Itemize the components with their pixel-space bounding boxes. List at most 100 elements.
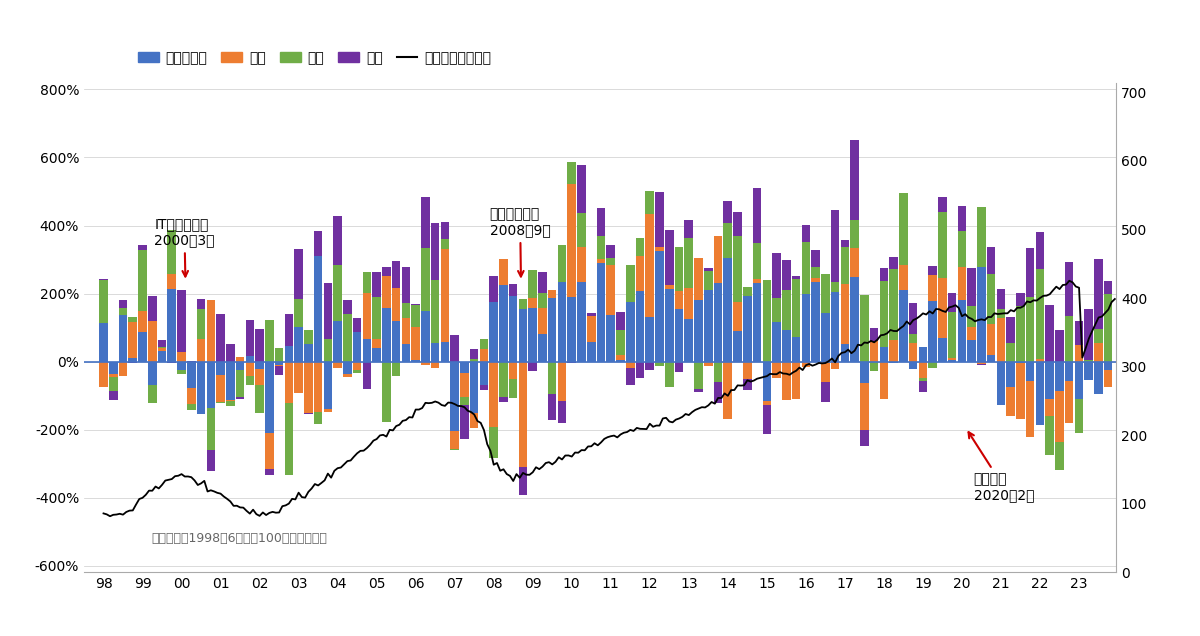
Bar [197, 308, 205, 339]
Bar [265, 433, 274, 469]
Bar [294, 361, 302, 393]
Bar [733, 302, 742, 331]
Bar [490, 427, 498, 458]
Bar [499, 286, 508, 361]
Bar [918, 381, 928, 392]
Bar [392, 287, 401, 321]
Bar [138, 311, 146, 333]
Bar [1026, 248, 1034, 297]
Bar [1085, 309, 1093, 361]
Bar [362, 293, 371, 339]
Bar [128, 361, 137, 363]
Bar [324, 361, 332, 409]
Bar [704, 290, 713, 361]
Bar [918, 378, 928, 381]
Bar [674, 361, 683, 373]
Bar [235, 397, 245, 399]
Bar [626, 302, 635, 361]
Bar [1026, 297, 1034, 361]
Bar [148, 296, 156, 321]
Bar [304, 361, 313, 413]
Bar [187, 404, 196, 410]
Bar [353, 319, 361, 332]
Bar [490, 276, 498, 301]
Bar [178, 361, 186, 370]
Bar [518, 309, 527, 361]
Bar [948, 357, 956, 361]
Bar [1036, 359, 1044, 361]
Bar [792, 276, 800, 279]
Bar [724, 361, 732, 418]
Bar [830, 282, 839, 292]
Bar [304, 330, 313, 344]
Bar [148, 321, 156, 361]
Bar [119, 361, 127, 376]
Bar [752, 243, 761, 279]
Bar [977, 361, 985, 364]
Bar [773, 253, 781, 298]
Bar [899, 265, 907, 291]
Bar [138, 245, 146, 250]
Bar [938, 212, 947, 278]
Bar [294, 328, 302, 361]
Bar [986, 247, 996, 275]
Bar [1055, 361, 1063, 391]
Bar [997, 361, 1006, 404]
Bar [157, 351, 167, 361]
Bar [538, 308, 547, 334]
Bar [596, 208, 605, 236]
Bar [616, 312, 625, 330]
Bar [119, 315, 127, 361]
Bar [178, 370, 186, 375]
Bar [246, 320, 254, 356]
Bar [1026, 361, 1034, 381]
Bar [665, 361, 673, 387]
Bar [119, 308, 127, 315]
Bar [802, 225, 810, 242]
Bar [440, 342, 449, 361]
Bar [499, 259, 508, 286]
Bar [343, 300, 352, 314]
Bar [128, 322, 137, 359]
Bar [997, 309, 1006, 318]
Bar [724, 223, 732, 258]
Bar [851, 220, 859, 248]
Bar [733, 236, 742, 302]
Bar [714, 382, 722, 403]
Bar [695, 389, 703, 392]
Bar [1075, 361, 1084, 399]
Bar [100, 322, 108, 361]
Bar [606, 258, 616, 265]
Bar [509, 361, 517, 379]
Bar [168, 361, 176, 363]
Bar [1007, 343, 1015, 361]
Bar [967, 340, 976, 361]
Bar [256, 370, 264, 385]
Bar [967, 268, 976, 307]
Bar [997, 318, 1006, 361]
Bar [100, 361, 108, 387]
Bar [646, 317, 654, 361]
Bar [538, 293, 547, 308]
Bar [382, 266, 391, 275]
Bar [362, 361, 371, 389]
Bar [616, 330, 625, 355]
Bar [460, 373, 469, 398]
Bar [314, 231, 323, 256]
Bar [109, 373, 118, 377]
Bar [1064, 262, 1074, 315]
Bar [518, 467, 527, 495]
Bar [450, 361, 458, 431]
Bar [509, 379, 517, 398]
Bar [138, 250, 146, 311]
Bar [362, 339, 371, 361]
Bar [558, 401, 566, 423]
Bar [929, 361, 937, 368]
Bar [226, 399, 235, 401]
Bar [1055, 441, 1063, 470]
Bar [929, 266, 937, 275]
Bar [431, 280, 439, 343]
Bar [870, 362, 878, 371]
Bar [851, 248, 859, 277]
Bar [265, 319, 274, 361]
